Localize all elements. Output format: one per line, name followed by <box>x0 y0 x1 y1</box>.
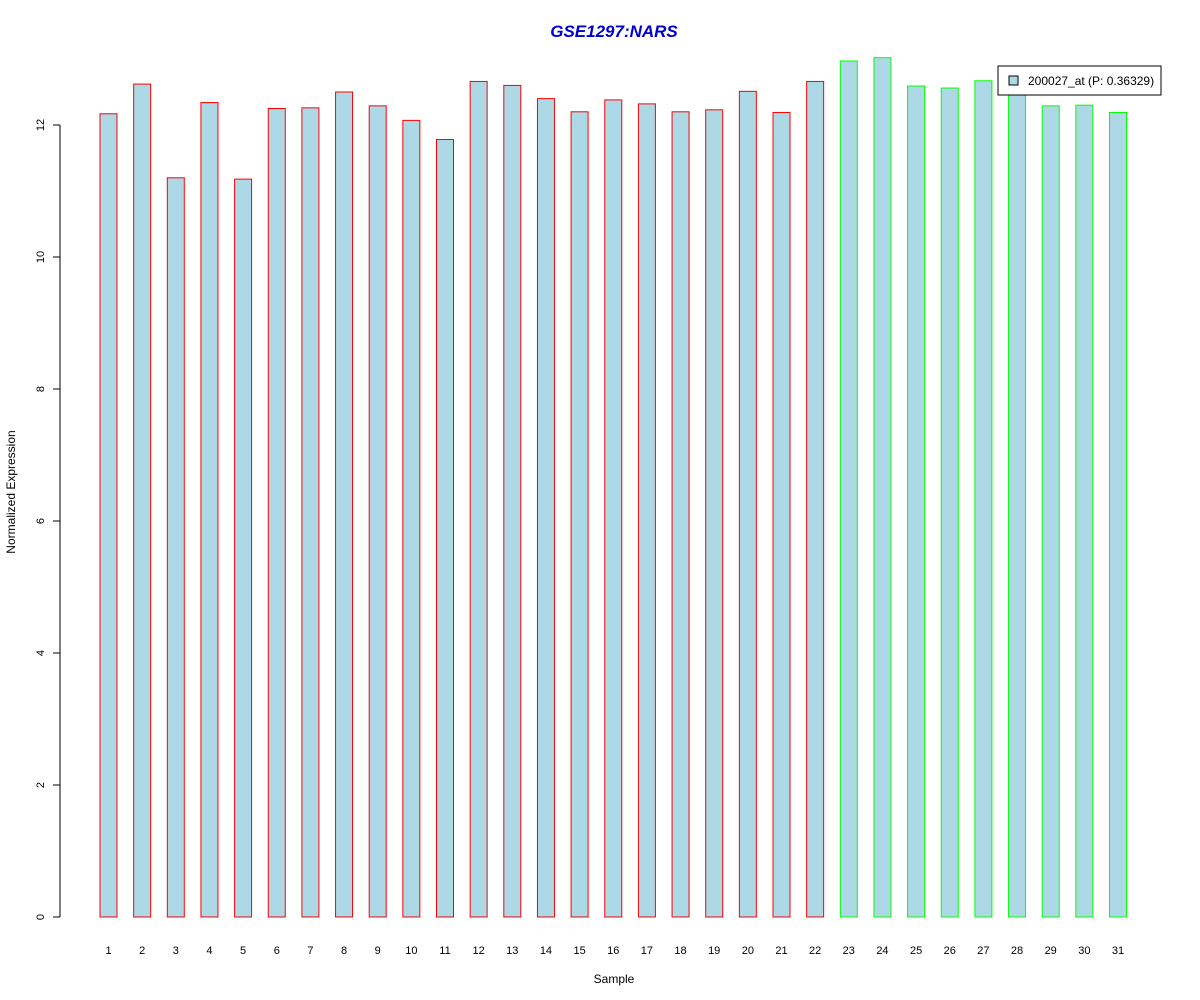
x-tick-label: 25 <box>910 945 922 957</box>
legend-swatch <box>1008 75 1019 86</box>
x-tick-label: 22 <box>809 945 821 957</box>
x-tick-label: 3 <box>173 945 179 957</box>
bar <box>133 83 152 918</box>
y-tick-label: 8 <box>35 386 47 392</box>
x-tick-label: 15 <box>573 945 585 957</box>
bar <box>200 102 219 918</box>
bar <box>738 90 757 918</box>
bar <box>469 80 488 918</box>
x-tick-label: 27 <box>977 945 989 957</box>
x-tick-label: 11 <box>439 945 450 957</box>
bar <box>1075 104 1094 918</box>
x-axis-tick-labels: 1 2 3 4 5 6 7 8 9 10 11 12 13 14 15 16 17 18 19 20 21 22 23 24 2… <box>105 945 1124 957</box>
bar <box>705 109 724 918</box>
bar <box>1041 105 1060 918</box>
bar <box>536 98 555 918</box>
x-tick-label: 28 <box>1011 945 1023 957</box>
bar <box>368 105 387 918</box>
bar <box>267 108 286 918</box>
bar <box>99 113 118 918</box>
y-tick-label: 6 <box>35 518 47 524</box>
x-tick-label: 8 <box>341 945 347 957</box>
x-tick-label: 21 <box>775 945 787 957</box>
bar <box>604 99 623 918</box>
bar <box>301 107 320 918</box>
x-tick-label: 1 <box>105 945 111 957</box>
x-tick-label: 20 <box>742 945 754 957</box>
legend-box <box>997 65 1162 96</box>
y-tick-label: 2 <box>35 782 47 788</box>
bar <box>637 103 656 918</box>
bar <box>671 111 690 918</box>
bar <box>436 139 454 918</box>
bar <box>335 91 354 918</box>
bar <box>873 57 892 918</box>
bar <box>402 119 421 918</box>
x-tick-label: 23 <box>843 945 855 957</box>
bar <box>839 60 858 918</box>
bar <box>907 85 926 918</box>
bar <box>806 80 825 918</box>
legend-label: 200027_at (P: 0.36329) <box>1028 74 1154 88</box>
x-tick-label: 13 <box>506 945 518 957</box>
x-tick-label: 30 <box>1078 945 1090 957</box>
bar <box>570 111 589 918</box>
bar <box>940 87 959 918</box>
x-tick-label: 19 <box>708 945 720 957</box>
y-tick-label: 10 <box>35 251 47 263</box>
bar <box>772 111 791 918</box>
x-tick-label: 31 <box>1112 945 1124 957</box>
bar <box>974 80 993 918</box>
y-tick-label: 4 <box>35 650 47 656</box>
x-tick-label: 4 <box>206 945 212 957</box>
x-tick-label: 24 <box>876 945 888 957</box>
x-tick-label: 10 <box>405 945 417 957</box>
y-axis: 0 2 4 6 8 10 12 <box>35 119 61 920</box>
x-tick-label: 14 <box>540 945 552 957</box>
legend: 200027_at (P: 0.36329) <box>997 65 1162 96</box>
bar <box>1008 92 1027 918</box>
x-tick-label: 26 <box>944 945 956 957</box>
x-tick-label: 16 <box>607 945 619 957</box>
bar <box>166 177 185 918</box>
bars <box>99 57 1127 918</box>
bar <box>503 84 522 918</box>
x-tick-label: 29 <box>1045 945 1057 957</box>
bar <box>234 178 253 918</box>
x-tick-label: 18 <box>674 945 686 957</box>
x-axis-label: Sample <box>594 972 635 986</box>
x-tick-label: 7 <box>307 945 313 957</box>
bar <box>1109 111 1127 918</box>
y-tick-label: 0 <box>35 914 47 920</box>
x-tick-label: 5 <box>240 945 246 957</box>
x-tick-label: 6 <box>274 945 280 957</box>
x-tick-label: 2 <box>139 945 145 957</box>
chart-title: GSE1297:NARS <box>550 22 678 41</box>
y-tick-label: 12 <box>35 119 47 131</box>
x-tick-label: 12 <box>473 945 485 957</box>
y-axis-label: Normalized Expression <box>4 430 18 553</box>
x-tick-label: 17 <box>641 945 653 957</box>
x-tick-label: 9 <box>375 945 381 957</box>
